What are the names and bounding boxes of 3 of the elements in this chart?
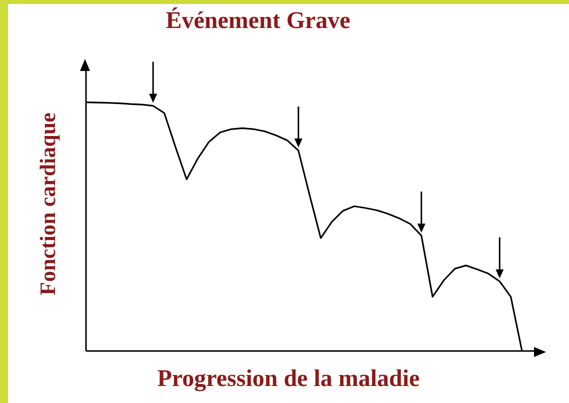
chart-title: Événement Grave: [164, 8, 352, 35]
x-axis-title: Progression de la maladie: [156, 366, 421, 393]
y-axis-title: Fonction cardiaque: [35, 112, 61, 296]
